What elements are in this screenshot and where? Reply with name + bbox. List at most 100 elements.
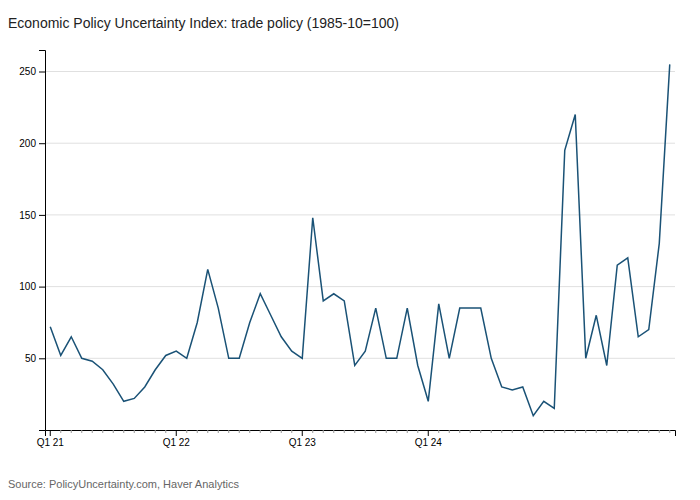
tick-mark	[113, 430, 114, 433]
tick-mark	[50, 430, 51, 436]
tick	[554, 430, 555, 433]
tick-mark	[197, 430, 198, 433]
tick	[407, 430, 408, 433]
axis-line	[39, 51, 46, 431]
tick-mark	[228, 430, 229, 433]
tick-mark	[533, 430, 534, 433]
annotation: Source: PolicyUncertainty.com, Haver Ana…	[8, 478, 239, 490]
tick-mark	[302, 430, 303, 436]
tick-mark	[165, 430, 166, 433]
tick-mark	[386, 430, 387, 433]
tick-label: 100	[19, 281, 36, 292]
tick	[323, 430, 324, 433]
tick	[144, 430, 145, 433]
tick	[228, 430, 229, 433]
tick-mark	[186, 430, 187, 433]
tick-label: Q1 21	[37, 437, 65, 448]
tick	[669, 430, 670, 433]
tick-mark	[207, 430, 208, 433]
tick-mark	[344, 430, 345, 433]
tick: Q1 22	[163, 430, 191, 448]
tick-mark	[155, 430, 156, 433]
tick	[596, 430, 597, 433]
tick-mark	[648, 430, 649, 433]
tick	[491, 430, 492, 433]
tick-mark	[39, 287, 45, 288]
tick	[533, 430, 534, 433]
tick-mark	[134, 430, 135, 433]
tick	[648, 430, 649, 433]
tick	[92, 430, 93, 433]
tick	[155, 430, 156, 433]
tick: 250	[19, 66, 45, 77]
tick: 50	[25, 353, 45, 364]
tick	[113, 430, 114, 433]
grid-line	[45, 214, 675, 215]
tick	[522, 430, 523, 433]
tick	[638, 430, 639, 433]
tick	[396, 430, 397, 433]
tick	[606, 430, 607, 433]
tick-mark	[449, 430, 450, 433]
tick	[312, 430, 313, 433]
tick-mark	[281, 430, 282, 433]
tick	[417, 430, 418, 433]
tick-mark	[323, 430, 324, 433]
tick	[459, 430, 460, 433]
tick-mark	[39, 72, 45, 73]
tick	[438, 430, 439, 433]
tick	[344, 430, 345, 433]
tick-mark	[176, 430, 177, 436]
tick	[575, 430, 576, 433]
tick	[564, 430, 565, 433]
tick-mark	[428, 430, 429, 436]
tick	[239, 430, 240, 433]
tick: 200	[19, 138, 45, 149]
tick-mark	[669, 430, 670, 433]
tick-mark	[260, 430, 261, 433]
tick	[165, 430, 166, 433]
tick	[512, 430, 513, 433]
tick	[449, 430, 450, 433]
tick	[354, 430, 355, 433]
tick	[60, 430, 61, 433]
tick-label: 150	[19, 210, 36, 221]
tick-mark	[564, 430, 565, 433]
tick-mark	[606, 430, 607, 433]
tick	[480, 430, 481, 433]
line	[50, 64, 670, 415]
grid	[45, 72, 675, 359]
tick	[249, 430, 250, 433]
grid-line	[45, 71, 675, 72]
tick-mark	[459, 430, 460, 433]
tick-mark	[617, 430, 618, 433]
tick	[260, 430, 261, 433]
tick	[543, 430, 544, 433]
tick-label: 200	[19, 138, 36, 149]
grid-line	[45, 143, 675, 144]
tick-label: Q1 22	[163, 437, 191, 448]
tick-mark	[71, 430, 72, 433]
tick	[501, 430, 502, 433]
tick-mark	[543, 430, 544, 433]
tick	[375, 430, 376, 433]
marks	[50, 64, 670, 415]
tick-mark	[585, 430, 586, 433]
axis-line	[46, 431, 676, 437]
tick: 100	[19, 281, 45, 292]
tick-mark	[512, 430, 513, 433]
tick-mark	[249, 430, 250, 433]
tick	[585, 430, 586, 433]
tick-label: 50	[25, 353, 37, 364]
tick	[333, 430, 334, 433]
tick-mark	[407, 430, 408, 433]
tick-mark	[354, 430, 355, 433]
tick	[102, 430, 103, 433]
tick	[365, 430, 366, 433]
tick	[123, 430, 124, 433]
tick	[627, 430, 628, 433]
tick	[617, 430, 618, 433]
tick	[659, 430, 660, 433]
grid-line	[45, 286, 675, 287]
tick-mark	[375, 430, 376, 433]
